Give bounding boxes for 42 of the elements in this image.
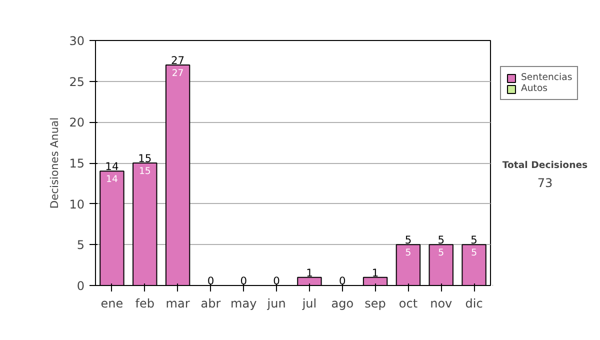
x-tick-label: feb bbox=[135, 296, 154, 310]
total-label: 0 bbox=[240, 274, 248, 288]
total-label: 1 bbox=[372, 266, 379, 280]
legend-label: Sentencias bbox=[521, 72, 572, 83]
legend-label: Autos bbox=[521, 83, 548, 94]
y-tick-label: 10 bbox=[69, 197, 85, 212]
total-label: 5 bbox=[404, 234, 412, 247]
total-label: 5 bbox=[438, 234, 445, 247]
x-tick-label: sep bbox=[364, 296, 386, 310]
data-label: 5 bbox=[438, 248, 444, 259]
x-tick-label: ene bbox=[100, 296, 124, 310]
x-tick-label: ago bbox=[331, 296, 354, 310]
x-tick-label: may bbox=[230, 296, 257, 310]
total-label: 27 bbox=[171, 54, 185, 67]
x-tick-label: nov bbox=[430, 296, 452, 310]
data-label: 14 bbox=[106, 174, 118, 186]
x-tick-label: jul bbox=[301, 296, 317, 310]
data-label: 5 bbox=[471, 248, 478, 259]
y-tick-label: 0 bbox=[76, 279, 85, 293]
x-tick-label: abr bbox=[200, 296, 221, 310]
data-label: 5 bbox=[405, 248, 412, 259]
total-label: 0 bbox=[207, 274, 214, 288]
data-label: 27 bbox=[172, 68, 184, 79]
total-label: 5 bbox=[470, 234, 478, 247]
y-tick-label: 20 bbox=[69, 116, 85, 130]
total-label: 15 bbox=[138, 152, 152, 165]
x-tick-label: jun bbox=[266, 296, 286, 310]
y-tick-label: 5 bbox=[76, 238, 85, 252]
y-tick-label: 25 bbox=[69, 74, 85, 89]
x-tick-label: oct bbox=[398, 296, 418, 310]
total-label: 14 bbox=[105, 160, 119, 174]
y-axis-title: Decisiones Anual bbox=[48, 117, 62, 209]
text: Total Decisiones bbox=[502, 160, 588, 171]
x-tick-label: dic bbox=[465, 296, 483, 310]
total-label: 0 bbox=[273, 274, 280, 288]
text: 73 bbox=[537, 176, 553, 190]
total-label: 0 bbox=[338, 274, 346, 288]
x-tick-label: mar bbox=[166, 296, 190, 310]
data-label: 15 bbox=[138, 166, 151, 177]
y-tick-label: 15 bbox=[69, 156, 85, 170]
total-label: 1 bbox=[306, 266, 313, 280]
y-tick-label: 30 bbox=[69, 34, 85, 48]
